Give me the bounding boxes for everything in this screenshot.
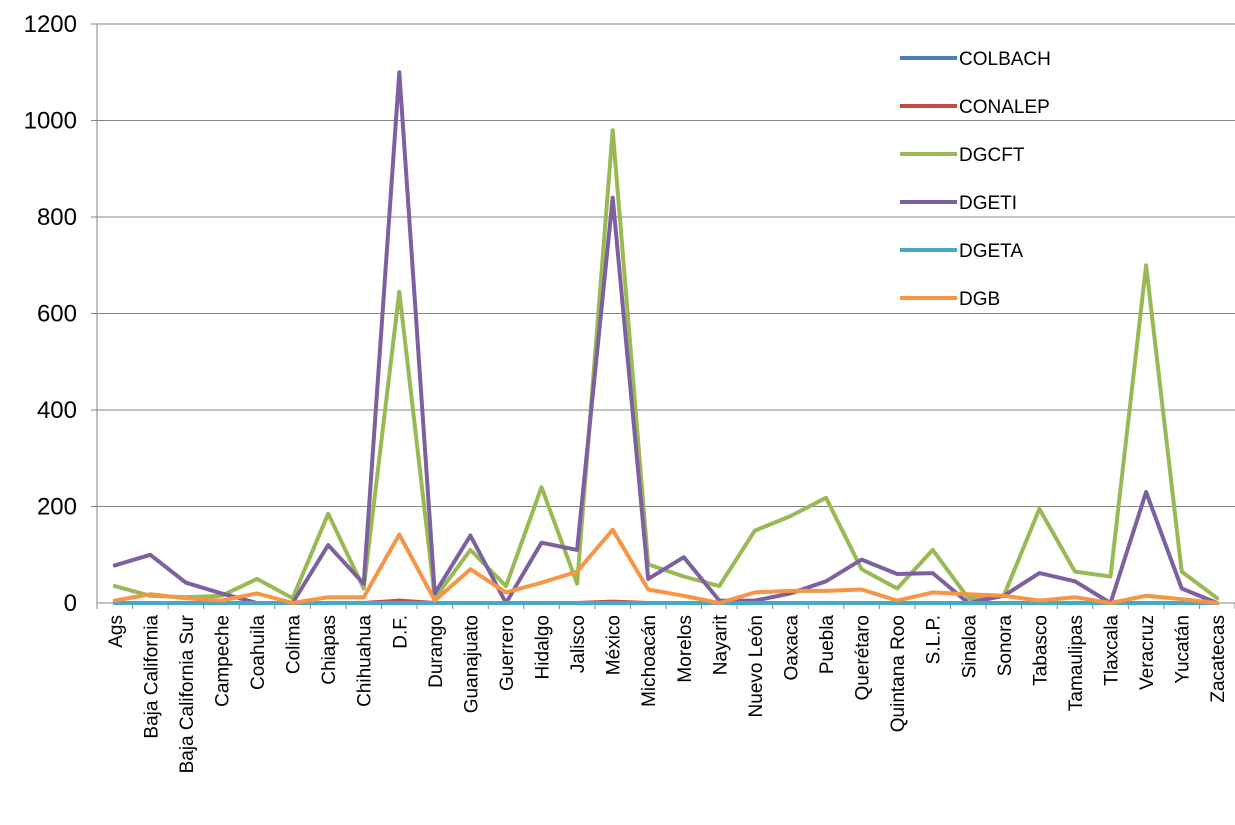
legend-label-dgb: DGB — [959, 289, 1000, 310]
legend-label-dgcft: DGCFT — [959, 145, 1025, 166]
y-tick-label: 0 — [64, 590, 77, 617]
x-tick-label: S.L.P. — [924, 615, 945, 664]
legend-label-conalep: CONALEP — [959, 97, 1050, 118]
y-tick-label: 400 — [37, 397, 77, 424]
x-tick-label: Oaxaca — [781, 615, 802, 681]
x-tick-label: D.F. — [390, 615, 411, 649]
x-tick-label: Yucatán — [1173, 615, 1194, 684]
x-tick-label: Querétaro — [853, 615, 874, 701]
series-line-dgcft — [112, 128, 1220, 601]
x-tick-label: Campeche — [212, 615, 233, 707]
x-tick-label: Colima — [284, 615, 305, 675]
series-line-dgb — [112, 527, 1220, 605]
y-tick-label: 600 — [37, 301, 77, 328]
x-tick-label: Puebla — [817, 615, 838, 675]
legend-label-dgeti: DGETI — [959, 193, 1017, 214]
x-tick-label: Michoacán — [639, 615, 660, 707]
x-tick-label: Veracruz — [1137, 615, 1158, 690]
x-tick-label: Baja California Sur — [177, 614, 198, 773]
x-tick-label: Durango — [426, 615, 447, 688]
x-tick-label: Guerrero — [497, 615, 518, 691]
x-tick-label: Baja California — [141, 615, 162, 739]
x-tick-label: Sinaloa — [959, 615, 980, 679]
legend-label-dgeta: DGETA — [959, 241, 1023, 262]
x-tick-label: Tlaxcala — [1102, 615, 1123, 686]
y-tick-label: 200 — [37, 494, 77, 521]
x-tick-label: Hidalgo — [533, 615, 554, 679]
y-tick-label: 800 — [37, 204, 77, 231]
x-tick-label: Coahuila — [248, 615, 269, 690]
x-tick-label: Tabasco — [1030, 615, 1051, 686]
x-tick-label: Tamaulipas — [1066, 615, 1087, 711]
x-tick-label: Ags — [106, 615, 127, 648]
x-tick-label: Nayarit — [710, 614, 731, 675]
series-line-dgeti — [112, 70, 1220, 605]
legend-label-colbach: COLBACH — [959, 49, 1051, 70]
x-tick-label: Chihuahua — [355, 615, 376, 707]
x-tick-label: Sonora — [995, 615, 1016, 677]
x-tick-label: Morelos — [675, 615, 696, 683]
x-tick-label: Nuevo León — [746, 615, 767, 717]
x-tick-label: México — [604, 615, 625, 675]
x-tick-label: Jalisco — [568, 615, 589, 673]
x-tick-label: Chiapas — [319, 615, 340, 685]
y-tick-label: 1000 — [24, 108, 77, 135]
x-tick-label: Guanajuato — [461, 615, 482, 713]
x-tick-label: Zacatecas — [1208, 615, 1229, 703]
y-tick-label: 1200 — [24, 11, 77, 38]
x-tick-label: Quintana Roo — [888, 615, 909, 732]
